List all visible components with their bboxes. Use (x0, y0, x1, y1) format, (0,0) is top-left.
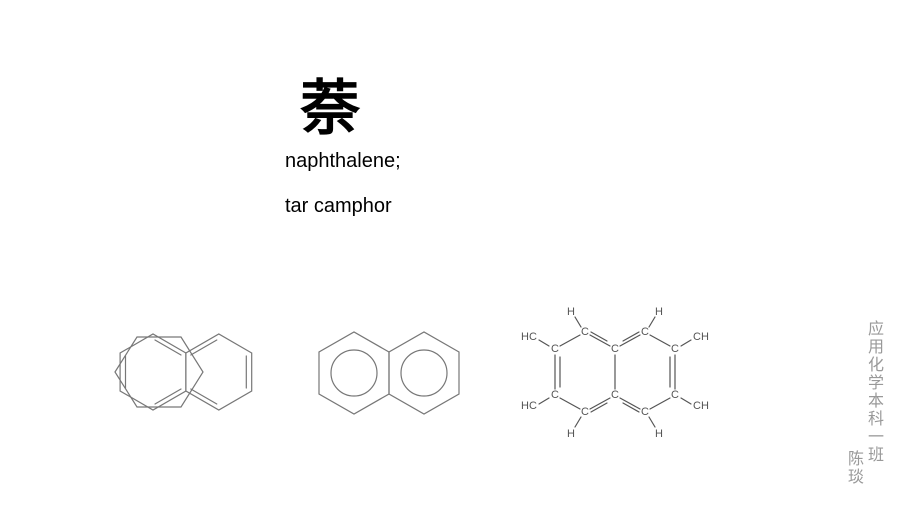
svg-text:CH: CH (693, 400, 709, 412)
svg-text:CH: CH (693, 331, 709, 343)
class-label: 应用化学本科一班 (861, 320, 885, 464)
svg-text:C: C (611, 343, 619, 355)
kekule-structure (105, 325, 260, 425)
svg-text:C: C (671, 343, 679, 355)
svg-text:C: C (581, 326, 589, 338)
aromatic-circle-structure (305, 323, 470, 428)
svg-text:H: H (567, 306, 575, 318)
svg-text:HC: HC (521, 331, 537, 343)
subtitle-synonym: tar camphor (285, 195, 392, 218)
svg-text:C: C (641, 406, 649, 418)
author-name: 陈琰 (841, 450, 865, 486)
svg-text:H: H (655, 428, 663, 440)
svg-text:C: C (641, 326, 649, 338)
svg-text:C: C (551, 343, 559, 355)
svg-text:C: C (551, 389, 559, 401)
labeled-structure: C C C C C C C C C C H H HC CH HC CH H H (515, 305, 715, 445)
structure-diagrams: C C C C C C C C C C H H HC CH HC CH H H (105, 305, 715, 445)
svg-text:C: C (611, 389, 619, 401)
subtitle-english: naphthalene; (285, 150, 401, 173)
svg-text:HC: HC (521, 400, 537, 412)
svg-text:C: C (581, 406, 589, 418)
svg-text:C: C (671, 389, 679, 401)
svg-text:H: H (567, 428, 575, 440)
svg-text:H: H (655, 306, 663, 318)
page-title: 萘 (300, 60, 360, 147)
